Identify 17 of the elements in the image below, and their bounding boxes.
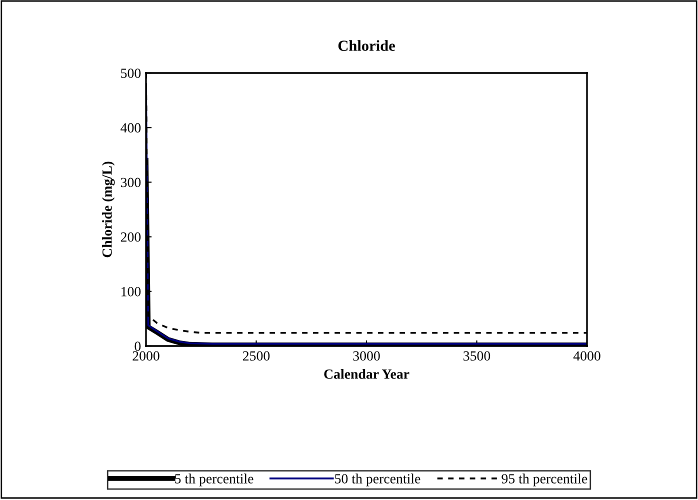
x-tick-label: 2500 [242,351,270,361]
legend-label: 50 th percentile [335,474,420,486]
x-tick-label: 4000 [573,351,600,361]
y-tick-label: 500 [121,68,141,78]
x-tick-label: 3000 [353,351,380,361]
x-axis-title: Calendar Year [324,369,410,379]
y-tick-label: 200 [120,232,141,242]
legend-label: 95 th percentile [502,474,588,486]
y-tick-label: 300 [120,178,141,188]
x-tick-label: 3500 [464,351,490,361]
y-axis-title: Chloride (mg/L) [102,162,115,258]
x-tick-label: 2000 [132,351,160,361]
y-tick-label: 400 [120,123,141,133]
y-tick-label: 100 [122,286,141,296]
y-tick-label: 0 [134,342,141,351]
chart-title: Chloride [338,40,395,51]
legend-label: 5 th percentile [175,474,254,486]
